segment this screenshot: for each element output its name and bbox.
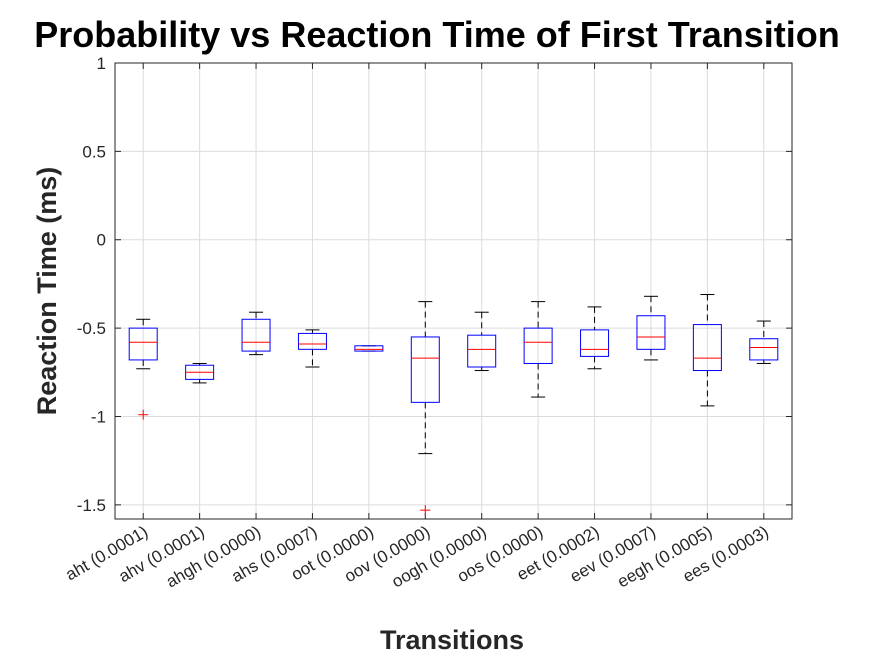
box-item (128, 318, 158, 420)
box-iqr (523, 327, 553, 364)
box-item (185, 362, 215, 384)
box-item (749, 320, 779, 364)
box-item (692, 294, 722, 407)
box-item (297, 329, 327, 368)
box-item (467, 311, 497, 372)
outlier-marker (138, 409, 149, 420)
box-iqr (297, 332, 327, 350)
y-tick-label: -1.5 (77, 496, 106, 515)
box-item (410, 301, 440, 516)
box-iqr (692, 324, 722, 372)
y-axis-label: Reaction Time (ms) (32, 167, 62, 416)
box-iqr (467, 334, 497, 368)
box-item (523, 301, 553, 398)
grid-lines (115, 62, 792, 519)
box-item (636, 295, 666, 361)
y-tick-label: -0.5 (77, 319, 106, 338)
x-axis-label: Transitions (380, 625, 524, 655)
box-iqr (749, 338, 779, 361)
box-iqr (128, 327, 158, 361)
box-iqr (410, 336, 440, 403)
chart-title: Probability vs Reaction Time of First Tr… (34, 14, 840, 55)
box-iqr (354, 345, 384, 352)
y-tick-label: 0 (97, 231, 106, 250)
y-tick-label: 1 (97, 54, 106, 73)
y-tick-label: -1 (91, 407, 106, 426)
y-tick-label: 0.5 (82, 142, 106, 161)
y-axis-ticks: 1 0.5 0 -0.5 -1 -1.5 (77, 54, 792, 515)
box-item (354, 345, 384, 352)
box-iqr (241, 318, 271, 352)
outlier-marker (420, 505, 431, 516)
box-iqr (580, 329, 610, 357)
box-series (128, 294, 779, 516)
box-item (241, 311, 271, 356)
box-item (580, 306, 610, 370)
plot-area-frame (114, 62, 793, 520)
box-iqr (636, 315, 666, 350)
